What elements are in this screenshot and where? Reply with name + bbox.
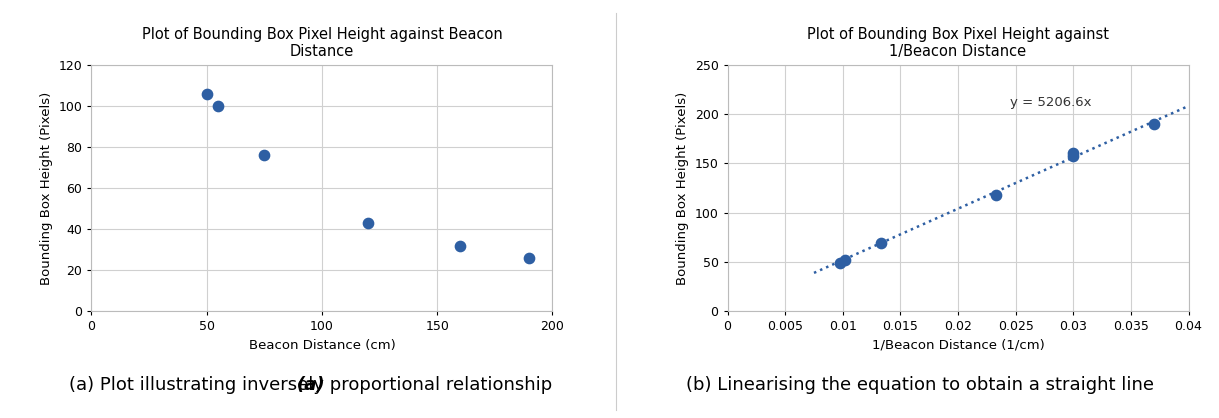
Y-axis label: Bounding Box Height (Pixels): Bounding Box Height (Pixels) [40, 92, 52, 285]
Title: Plot of Bounding Box Pixel Height against Beacon
Distance: Plot of Bounding Box Pixel Height agains… [141, 27, 502, 59]
Text: y = 5206.6x: y = 5206.6x [1009, 97, 1091, 110]
Point [451, 242, 471, 249]
Point [872, 240, 891, 247]
Y-axis label: Bounding Box Height (Pixels): Bounding Box Height (Pixels) [677, 92, 689, 285]
Text: (a) Plot illustrating inversely proportional relationship: (a) Plot illustrating inversely proporti… [69, 376, 552, 394]
Text: (a): (a) [296, 376, 325, 394]
Point [1145, 121, 1164, 127]
Point [835, 257, 855, 263]
Text: (b) Linearising the equation to obtain a straight line: (b) Linearising the equation to obtain a… [686, 376, 1154, 394]
Point [986, 192, 1006, 199]
X-axis label: Beacon Distance (cm): Beacon Distance (cm) [249, 339, 395, 352]
Point [358, 220, 378, 227]
Point [197, 90, 217, 97]
Point [519, 255, 539, 261]
Point [830, 260, 850, 266]
Point [1063, 149, 1082, 156]
Point [255, 152, 274, 158]
Point [208, 102, 228, 109]
Point [1063, 152, 1082, 159]
Title: Plot of Bounding Box Pixel Height against
1/Beacon Distance: Plot of Bounding Box Pixel Height agains… [807, 27, 1109, 59]
X-axis label: 1/Beacon Distance (1/cm): 1/Beacon Distance (1/cm) [872, 339, 1045, 352]
